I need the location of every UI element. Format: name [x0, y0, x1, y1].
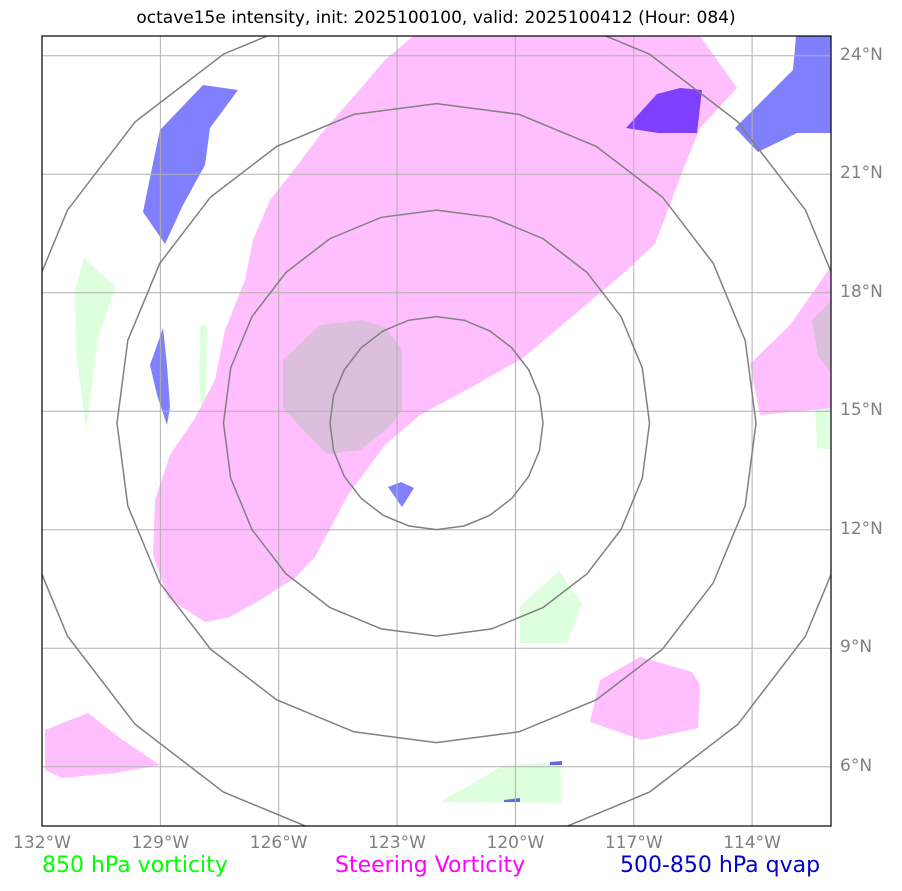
range-ring	[42, 36, 831, 826]
legend-850-vorticity: 850 hPa vorticity	[42, 853, 228, 878]
latitude-label: 6°N	[840, 755, 873, 776]
longitude-label: 129°W	[131, 833, 190, 853]
vort850-area	[440, 762, 562, 803]
map-frame	[41, 35, 832, 827]
longitude-label: 117°W	[604, 833, 663, 853]
qvap-area	[143, 85, 238, 244]
steering-area	[590, 657, 700, 740]
qvap-area	[626, 88, 702, 133]
vort850-area	[75, 258, 116, 431]
latitude-label: 21°N	[840, 163, 883, 184]
latitude-label: 9°N	[840, 637, 873, 658]
steering-area	[750, 266, 831, 415]
overlap-area	[812, 301, 831, 374]
longitude-label: 123°W	[368, 833, 426, 853]
steering-area	[45, 713, 160, 778]
longitude-label: 126°W	[249, 833, 308, 853]
latitude-label: 18°N	[840, 281, 883, 302]
longitude-label: 114°W	[723, 833, 781, 853]
steering-layer	[45, 36, 831, 778]
qvap-area	[388, 482, 414, 507]
latitude-label: 15°N	[840, 400, 883, 421]
vort850-area	[520, 571, 582, 643]
qvap-area	[735, 36, 831, 152]
steering-area	[153, 36, 737, 622]
legend-qvap: 500-850 hPa qvap	[620, 853, 821, 878]
overlap-area	[283, 320, 402, 454]
latitude-label: 24°N	[840, 44, 883, 65]
latitude-label: 12°N	[840, 518, 883, 539]
map-title: octave15e intensity, init: 2025100100, v…	[136, 8, 736, 28]
range-rings	[42, 36, 831, 826]
qvap-area	[550, 761, 562, 765]
longitude-label: 120°W	[486, 833, 545, 853]
longitude-label: 132°W	[13, 833, 71, 853]
range-ring	[116, 102, 757, 744]
range-ring	[329, 315, 544, 531]
gridlines	[42, 36, 831, 826]
legend-steering-vorticity: Steering Vorticity	[335, 853, 526, 878]
qvap-area	[504, 798, 520, 802]
qvap-layer	[143, 36, 831, 802]
range-ring	[222, 209, 651, 637]
